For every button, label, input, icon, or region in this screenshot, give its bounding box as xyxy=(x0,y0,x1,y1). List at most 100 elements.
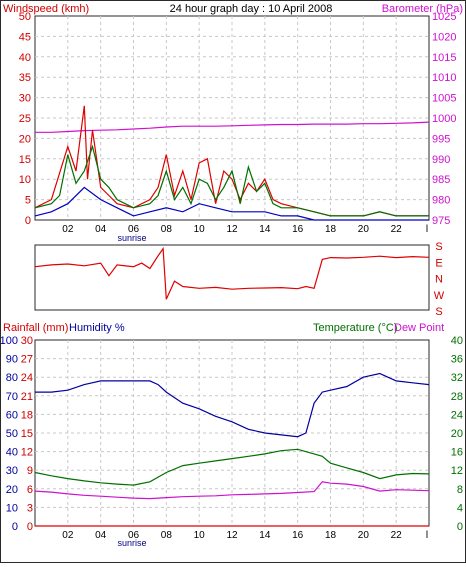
windspeed-axis-label: Windspeed (kmh) xyxy=(3,3,89,15)
top-x-tick-label: 08 xyxy=(161,224,173,235)
bottom-x-tick-label: 08 xyxy=(161,530,173,541)
direction-tick-label: S xyxy=(435,306,442,318)
rainfall-axis-label: Rainfall (mm) xyxy=(3,322,68,334)
chart-title: 24 hour graph day : 10 April 2008 xyxy=(170,3,333,15)
windspeed-tick-label: 10 xyxy=(19,174,31,186)
humidity-tick-label: 50 xyxy=(6,428,18,440)
top-x-tick-label: 06 xyxy=(128,224,140,235)
series-temperature xyxy=(34,448,430,486)
rainfall-tick-label: 30 xyxy=(21,335,33,347)
humidity-tick-label: 90 xyxy=(6,354,18,366)
top-x-tick-label: 20 xyxy=(358,224,370,235)
windspeed-tick-label: 40 xyxy=(19,52,31,64)
direction-tick-label: E xyxy=(435,257,442,269)
windspeed-tick-label: 30 xyxy=(19,93,31,105)
windspeed-tick-label: 5 xyxy=(25,195,31,207)
humidity-tick-label: 10 xyxy=(6,502,18,514)
direction-tick-label: N xyxy=(435,274,443,286)
top-x-tick-label: 16 xyxy=(292,224,304,235)
top-x-tick-label: 22 xyxy=(391,224,403,235)
series-barometer xyxy=(35,121,430,133)
humidity-tick-label: 0 xyxy=(12,521,18,533)
barometer-tick-label: 1000 xyxy=(432,113,456,125)
humidity-tick-label: 30 xyxy=(6,465,18,477)
series-wind-direction xyxy=(34,246,430,300)
series-wind-speed xyxy=(34,186,429,221)
temperature-tick-label: 24 xyxy=(451,409,463,421)
rainfall-tick-label: 24 xyxy=(21,372,33,384)
top-x-tick-label: 18 xyxy=(325,224,337,235)
rainfall-tick-label: 9 xyxy=(27,465,33,477)
series-humidity xyxy=(35,372,430,438)
temperature-tick-label: 28 xyxy=(451,391,463,403)
barometer-tick-label: 990 xyxy=(432,154,450,166)
sunrise-label-top: sunrise xyxy=(117,233,146,243)
temperature-tick-label: 40 xyxy=(451,335,463,347)
rainfall-tick-label: 0 xyxy=(27,521,33,533)
bottom-x-tick-label: 16 xyxy=(292,530,304,541)
sunrise-label-bottom: sunrise xyxy=(117,538,146,548)
rainfall-tick-label: 21 xyxy=(21,391,33,403)
temperature-tick-label: 32 xyxy=(451,372,463,384)
temperature-tick-label: 0 xyxy=(457,521,463,533)
bottom-x-tick-label: 14 xyxy=(259,530,271,541)
bottom-x-tick-label: 10 xyxy=(194,530,206,541)
barometer-tick-label: 1020 xyxy=(432,31,456,43)
bottom-x-tick-label: 06 xyxy=(128,530,140,541)
humidity-tick-label: 80 xyxy=(6,372,18,384)
bottom-x-tick-label: 04 xyxy=(95,530,107,541)
barometer-tick-label: 980 xyxy=(432,195,450,207)
bottom-x-tick-label: 20 xyxy=(358,530,370,541)
dewpoint-axis-label: Dew Point xyxy=(394,322,444,334)
barometer-tick-label: 1010 xyxy=(432,72,456,84)
top-x-tick-label: 10 xyxy=(194,224,206,235)
barometer-axis-label: Barometer (hPa) xyxy=(382,3,463,15)
humidity-axis-label: Humidity % xyxy=(69,322,125,334)
series-average-speed xyxy=(34,144,429,217)
bottom-x-tick-label: 12 xyxy=(226,530,238,541)
temperature-tick-label: 4 xyxy=(457,502,463,514)
bottom-x-tick-label: 22 xyxy=(391,530,403,541)
top-x-tick-label: 12 xyxy=(226,224,238,235)
windspeed-tick-label: 50 xyxy=(19,11,31,23)
top-x-tick-label: 04 xyxy=(95,224,107,235)
bottom-x-tick-label: 02 xyxy=(62,530,74,541)
temperature-tick-label: 36 xyxy=(451,354,463,366)
windspeed-tick-label: 25 xyxy=(19,113,31,125)
windspeed-tick-label: 15 xyxy=(19,154,31,166)
rainfall-tick-label: 18 xyxy=(21,409,33,421)
top-x-tick-label: 14 xyxy=(259,224,271,235)
top-x-end-tick-label: l xyxy=(426,224,428,235)
temperature-tick-label: 16 xyxy=(451,447,463,459)
rainfall-tick-label: 3 xyxy=(27,502,33,514)
temperature-tick-label: 12 xyxy=(451,465,463,477)
rainfall-tick-label: 15 xyxy=(21,428,33,440)
humidity-tick-label: 100 xyxy=(1,335,18,347)
direction-tick-label: W xyxy=(434,290,445,302)
barometer-tick-label: 1005 xyxy=(432,93,456,105)
windspeed-tick-label: 35 xyxy=(19,72,31,84)
temperature-axis-label: Temperature (°C) xyxy=(313,322,397,334)
rainfall-tick-label: 27 xyxy=(21,354,33,366)
humidity-tick-label: 40 xyxy=(6,447,18,459)
temperature-tick-label: 8 xyxy=(457,484,463,496)
temperature-tick-label: 20 xyxy=(451,428,463,440)
barometer-tick-label: 1025 xyxy=(432,11,456,23)
direction-plot-area xyxy=(34,244,430,311)
bottom-x-tick-label: 18 xyxy=(325,530,337,541)
barometer-tick-label: 1015 xyxy=(432,52,456,64)
direction-tick-label: S xyxy=(435,241,442,253)
humidity-tick-label: 70 xyxy=(6,391,18,403)
barometer-tick-label: 995 xyxy=(432,133,450,145)
series-dew-point xyxy=(34,481,430,500)
barometer-tick-label: 985 xyxy=(432,174,450,186)
bottom-x-end-tick-label: l xyxy=(426,530,428,541)
windspeed-tick-label: 45 xyxy=(19,31,31,43)
rainfall-tick-label: 6 xyxy=(27,484,33,496)
windspeed-tick-label: 0 xyxy=(25,215,31,227)
rainfall-tick-label: 12 xyxy=(21,447,33,459)
humidity-tick-label: 20 xyxy=(6,484,18,496)
barometer-tick-label: 975 xyxy=(432,215,450,227)
